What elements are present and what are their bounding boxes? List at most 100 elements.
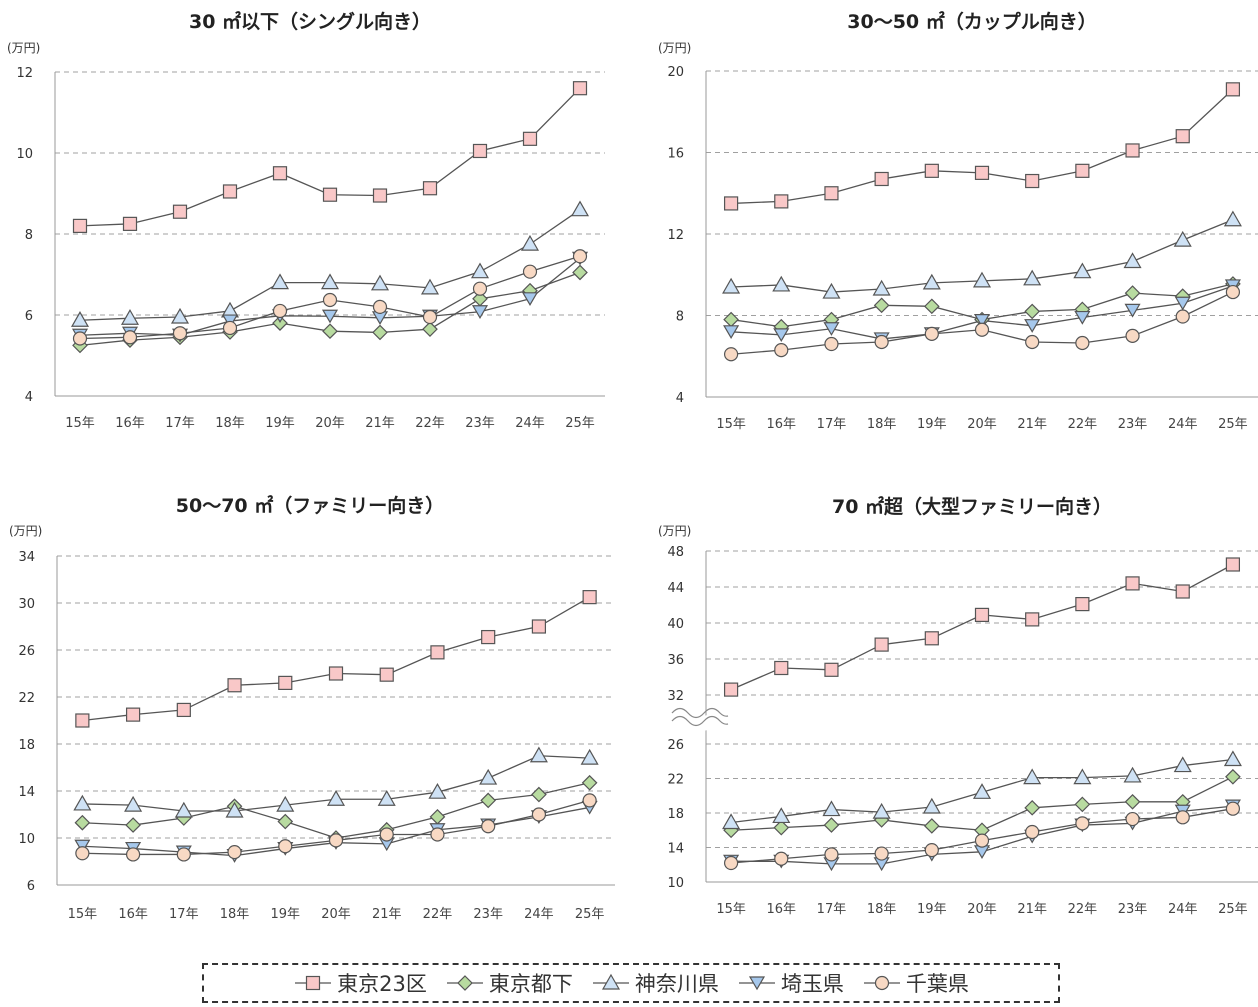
data-point-saitama <box>1174 296 1191 311</box>
data-point-tokyo_other <box>723 311 739 328</box>
x-tick-label: 20年 <box>321 907 351 922</box>
data-point-kanagawa <box>120 309 140 325</box>
data-point-tokyo23 <box>1025 612 1040 627</box>
data-point-saitama <box>773 328 790 343</box>
x-tick-label: 25年 <box>575 907 605 922</box>
data-point-chiba <box>824 336 839 352</box>
x-tick-label: 21年 <box>372 907 402 922</box>
data-point-kanagawa <box>70 311 90 327</box>
x-tick-label: 16年 <box>118 907 148 922</box>
data-point-kanagawa <box>320 273 340 290</box>
data-point-tokyo23 <box>974 165 990 180</box>
data-point-kanagawa <box>479 768 498 785</box>
data-point-tokyo23 <box>874 171 889 187</box>
y-tick-label: 4 <box>676 391 684 406</box>
data-point-chiba <box>75 846 90 861</box>
data-point-chiba <box>125 847 141 862</box>
data-point-kanagawa <box>922 797 941 814</box>
data-point-chiba <box>1075 816 1090 831</box>
data-point-kanagawa <box>520 234 540 251</box>
y-tick-label: 40 <box>667 617 684 632</box>
data-point-tokyo23 <box>122 216 138 231</box>
data-point-tokyo_other <box>581 774 598 791</box>
data-point-tokyo_other <box>1124 285 1141 301</box>
data-point-tokyo23 <box>1075 596 1090 612</box>
x-tick-label: 25年 <box>1218 902 1248 917</box>
data-point-chiba <box>924 842 939 858</box>
legend-item-tokyo_other: 東京都下 <box>445 968 573 998</box>
data-point-tokyo23 <box>379 667 394 682</box>
data-point-tokyo23 <box>430 645 445 660</box>
legend: 東京23区 東京都下 神奈川県 埼玉県 千葉県 <box>202 963 1060 1003</box>
data-point-tokyo23 <box>1125 143 1140 158</box>
data-point-kanagawa <box>822 282 841 299</box>
data-point-tokyo_other <box>74 814 91 831</box>
data-point-tokyo23 <box>723 682 739 697</box>
series-line-tokyo23 <box>82 596 590 722</box>
data-point-tokyo_other <box>322 323 338 340</box>
x-tick-label: 16年 <box>766 902 796 917</box>
data-point-chiba <box>1175 810 1190 825</box>
x-tick-label: 23年 <box>473 907 503 922</box>
data-point-tokyo23 <box>824 662 839 677</box>
data-point-kanagawa <box>124 795 143 812</box>
y-tick-label: 18 <box>18 738 35 753</box>
data-point-tokyo23 <box>125 707 141 722</box>
y-tick-label: 6 <box>25 309 33 324</box>
x-tick-label: 22年 <box>1068 902 1098 917</box>
y-tick-label: 34 <box>18 550 35 565</box>
data-point-tokyo23 <box>272 166 288 181</box>
x-tick-label: 16年 <box>115 416 145 431</box>
y-tick-label: 10 <box>667 876 684 891</box>
data-point-tokyo23 <box>572 81 588 96</box>
data-point-kanagawa <box>772 275 791 292</box>
data-point-kanagawa <box>1223 750 1242 767</box>
chart-title: 30 ㎡以下（シングル向き） <box>189 10 431 33</box>
data-point-tokyo_other <box>480 792 497 809</box>
data-point-tokyo_other <box>531 786 547 803</box>
data-point-chiba <box>176 847 191 862</box>
data-point-tokyo_other <box>272 315 288 331</box>
data-point-kanagawa <box>722 813 741 830</box>
x-tick-label: 17年 <box>169 907 199 922</box>
data-point-tokyo23 <box>531 619 547 634</box>
data-point-tokyo23 <box>723 196 739 211</box>
data-point-tokyo23 <box>172 204 188 219</box>
data-point-tokyo23 <box>422 181 438 196</box>
x-tick-label: 18年 <box>215 416 245 431</box>
data-point-tokyo23 <box>924 163 939 178</box>
data-point-saitama <box>973 313 991 328</box>
data-point-chiba <box>924 326 939 341</box>
data-point-saitama <box>1024 319 1041 333</box>
data-point-tokyo23 <box>1075 163 1090 178</box>
data-point-kanagawa <box>1123 252 1142 269</box>
data-point-chiba <box>172 326 188 341</box>
data-point-chiba <box>1025 334 1040 350</box>
y-tick-label: 48 <box>667 545 684 560</box>
y-tick-label: 12 <box>16 66 33 81</box>
series-line-tokyo23 <box>730 563 1234 691</box>
x-tick-label: 19年 <box>917 902 947 917</box>
data-point-kanagawa <box>972 783 992 799</box>
y-tick-label: 22 <box>667 773 684 788</box>
data-point-saitama <box>723 325 740 339</box>
x-tick-label: 17年 <box>817 417 847 432</box>
data-point-tokyo_other <box>1225 768 1241 785</box>
data-point-chiba <box>1125 328 1140 343</box>
data-point-tokyo23 <box>472 143 488 159</box>
triangle-down-marker-icon <box>738 976 775 991</box>
series-line-tokyo23 <box>731 88 1234 205</box>
triangle-up-marker-icon <box>592 973 629 990</box>
data-point-chiba <box>372 299 388 314</box>
data-point-saitama <box>521 292 539 306</box>
data-point-chiba <box>774 851 789 866</box>
data-point-chiba <box>227 844 242 860</box>
y-tick-label: 14 <box>667 842 684 857</box>
data-point-kanagawa <box>73 794 92 811</box>
data-point-chiba <box>379 827 394 842</box>
chart-panel-1: 30 ㎡以下（シングル向き） (万円) 4 6 8 10 12 15年 16年 17年 18年 19年… <box>7 10 605 431</box>
data-point-kanagawa <box>872 802 891 819</box>
data-point-tokyo23 <box>222 184 238 199</box>
legend-label: 東京都下 <box>488 972 573 996</box>
